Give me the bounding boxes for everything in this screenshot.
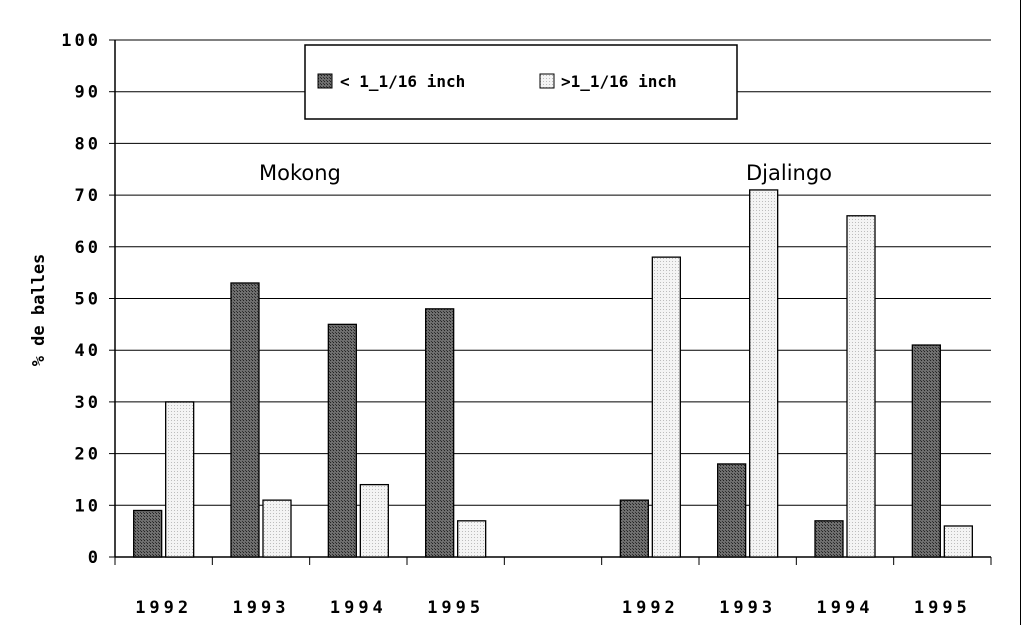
bar-large-2 [359,483,389,558]
legend-swatch-series-2 [539,73,555,89]
bar-small-2 [327,323,357,558]
labels: 0 10 20 30 40 50 60 70 80 90 100 1992 1993 1994 1995 19… [61,31,971,618]
bar-small-0 [133,509,163,558]
legend-swatch-series-1 [317,73,333,89]
x-tick-label: 1994 [330,598,387,618]
group-label-djalingo: Djalingo [746,161,832,185]
bar-large-0 [165,401,195,558]
bar-small-6 [717,463,747,558]
bar-small-3 [425,308,455,558]
bar-small-5 [619,499,649,558]
bar-large-5 [651,256,681,558]
legend: < 1_1/16 inch >1_1/16 inch [304,44,738,120]
y-axis-label: % de balles [29,254,49,367]
y-tick-label: 70 [75,186,101,206]
y-tick-label: 60 [75,238,101,258]
y-tick-label: 80 [75,134,101,154]
bar-small-1 [230,282,260,558]
y-tick-label: 90 [75,83,101,103]
bar-small-8 [911,344,941,558]
x-tick-label: 1994 [817,598,874,618]
bar-small-7 [814,520,844,558]
x-tick-label: 1992 [622,598,679,618]
y-tick-label: 100 [61,31,101,51]
x-tick-label: 1995 [914,598,971,618]
group-label-mokong: Mokong [259,161,341,185]
legend-label-series-2: >1_1/16 inch [561,72,677,91]
bar-large-1 [262,499,292,558]
y-tick-label: 10 [75,496,101,516]
y-tick-label: 0 [88,548,101,568]
x-tick-label: 1992 [135,598,192,618]
bar-large-7 [846,215,876,558]
bars [133,189,973,558]
legend-box [304,44,738,120]
bar-large-8 [943,525,973,558]
x-tick-label: 1995 [427,598,484,618]
legend-label-series-1: < 1_1/16 inch [340,72,465,91]
y-tick-label: 40 [75,341,101,361]
y-tick-label: 20 [75,445,101,465]
x-tick-label: 1993 [719,598,776,618]
bar-large-6 [749,189,779,558]
y-tick-label: 30 [75,393,101,413]
x-tick-label: 1993 [233,598,290,618]
y-tick-label: 50 [75,290,101,310]
bar-large-3 [457,520,487,558]
axes [109,39,992,565]
